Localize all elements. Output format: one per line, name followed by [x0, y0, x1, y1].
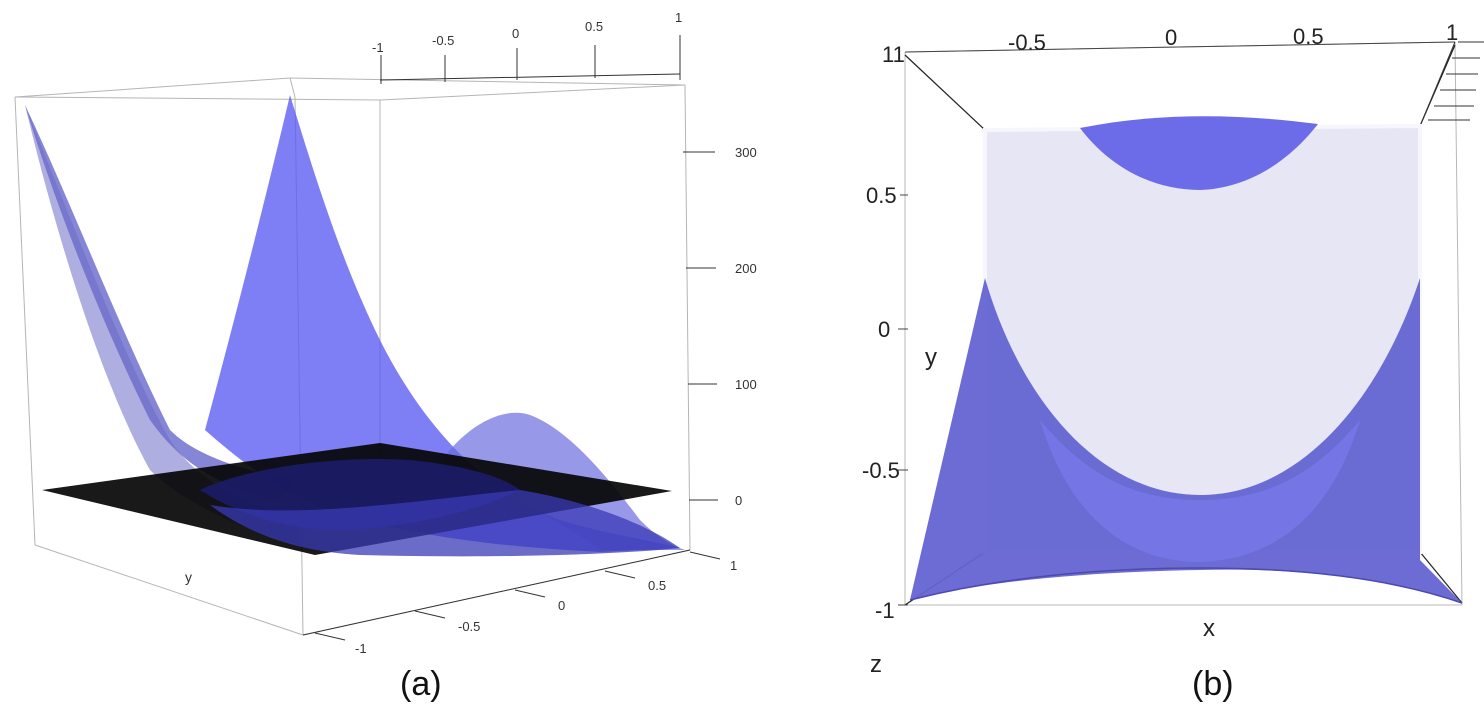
panel-b-lower-band	[910, 278, 1462, 603]
panel-a: -1 -0.5 0 0.5 1 300 200 100 0	[14, 10, 757, 703]
panel-a-ytick: 0.5	[648, 578, 666, 593]
panel-a-xtick: 1	[675, 10, 682, 25]
panel-a-z-axis	[683, 151, 718, 501]
panel-b-xtick: 0.5	[1293, 24, 1324, 49]
panel-b-y-axis-label: y	[925, 344, 937, 371]
panel-a-ytick: 1	[730, 558, 737, 573]
panel-b-xtick: 0	[1165, 25, 1177, 50]
panel-a-surface-front	[210, 490, 680, 557]
panel-b-bottom-edge	[909, 567, 1463, 604]
panel-a-y-tick-labels: -1 -0.5 0 0.5 1	[355, 558, 737, 656]
panel-a-ztick: 300	[735, 145, 757, 160]
panel-a-top-tick-labels: -1 -0.5 0 0.5 1	[372, 10, 682, 55]
panel-b-z-axis-label: z	[870, 651, 882, 678]
panel-b-xtick: 1	[1446, 20, 1458, 45]
panel-a-z-tick-labels: 300 200 100 0	[735, 145, 757, 508]
panel-a-xtick: 0	[512, 26, 519, 41]
panel-b-xtick: -0.5	[1008, 30, 1046, 55]
panel-a-ytick: 0	[558, 598, 565, 613]
panel-a-xtick: 0.5	[585, 19, 603, 34]
panel-a-surface-peak	[205, 95, 680, 552]
panel-a-xtick: -0.5	[432, 33, 454, 48]
panel-a-xtick: -1	[372, 40, 384, 55]
panel-b-top-lens	[1080, 116, 1318, 190]
panel-b-lower-band-glow	[1040, 420, 1360, 562]
panel-b-y-axis	[898, 194, 908, 606]
panel-b-x-axis-label: x	[1203, 615, 1215, 642]
panel-a-top-axis	[379, 35, 681, 84]
panel-a-label: (a)	[400, 665, 442, 703]
panel-b-label: (b)	[1192, 665, 1234, 703]
panel-b-x-axis	[904, 41, 1456, 53]
panel-b: 11 -0.5 0 0.5 1 0.5 0 -0.5 -1	[862, 20, 1484, 703]
panel-a-ztick: 200	[735, 261, 757, 276]
panel-a-ytick: -0.5	[458, 619, 480, 634]
panel-a-ztick: 0	[735, 493, 742, 508]
panel-b-ytick: -1	[875, 598, 895, 623]
panel-a-ztick: 100	[735, 377, 757, 392]
panel-a-surface-left	[25, 105, 295, 500]
panel-a-y-axis-label: y	[185, 569, 192, 585]
panel-b-y-tick-labels: 0.5 0 -0.5 -1	[862, 183, 900, 623]
panel-a-surface-left-front	[25, 105, 300, 545]
panel-b-ytick: -0.5	[862, 458, 900, 483]
panel-b-xtick-corner: 11	[882, 42, 905, 67]
panel-b-z-ticks	[1419, 41, 1484, 127]
panel-b-x-tick-labels: 11 -0.5 0 0.5 1	[882, 20, 1458, 67]
panel-a-ytick: -1	[355, 641, 367, 656]
panel-b-ytick: 0	[878, 317, 890, 342]
panel-b-ytick: 0.5	[866, 183, 897, 208]
panel-a-y-axis	[302, 549, 721, 641]
